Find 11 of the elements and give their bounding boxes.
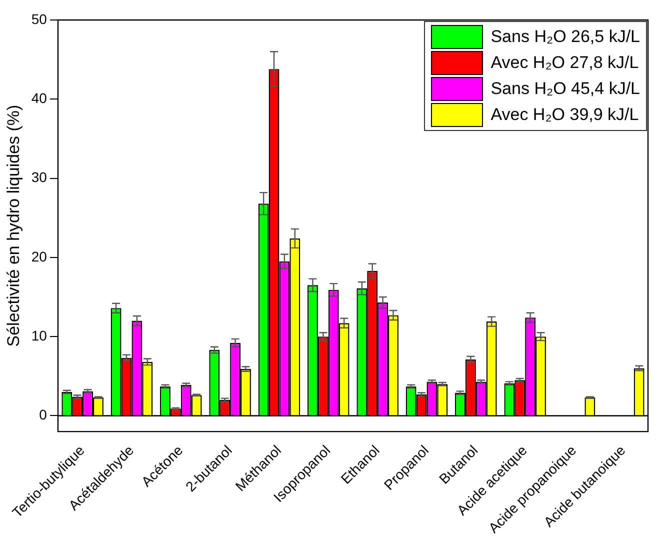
legend-label: Sans H₂O 45,4 kJ/L — [490, 79, 640, 99]
legend-label: Sans H₂O 26,5 kJ/L — [490, 27, 640, 47]
y-tick-label: 20 — [31, 248, 48, 264]
y-tick-label: 0 — [39, 406, 48, 423]
y-axis-title: Sélectivité en hydro liquides (%) — [4, 104, 23, 347]
y-tick-label: 10 — [31, 327, 48, 344]
legend-label: Avec H₂O 27,8 kJ/L — [490, 53, 639, 73]
y-tick-label: 40 — [31, 90, 48, 106]
y-tick-label: 30 — [31, 169, 48, 186]
y-tick-label: 50 — [31, 10, 48, 27]
legend-label: Avec H₂O 39,9 kJ/L — [490, 105, 639, 125]
